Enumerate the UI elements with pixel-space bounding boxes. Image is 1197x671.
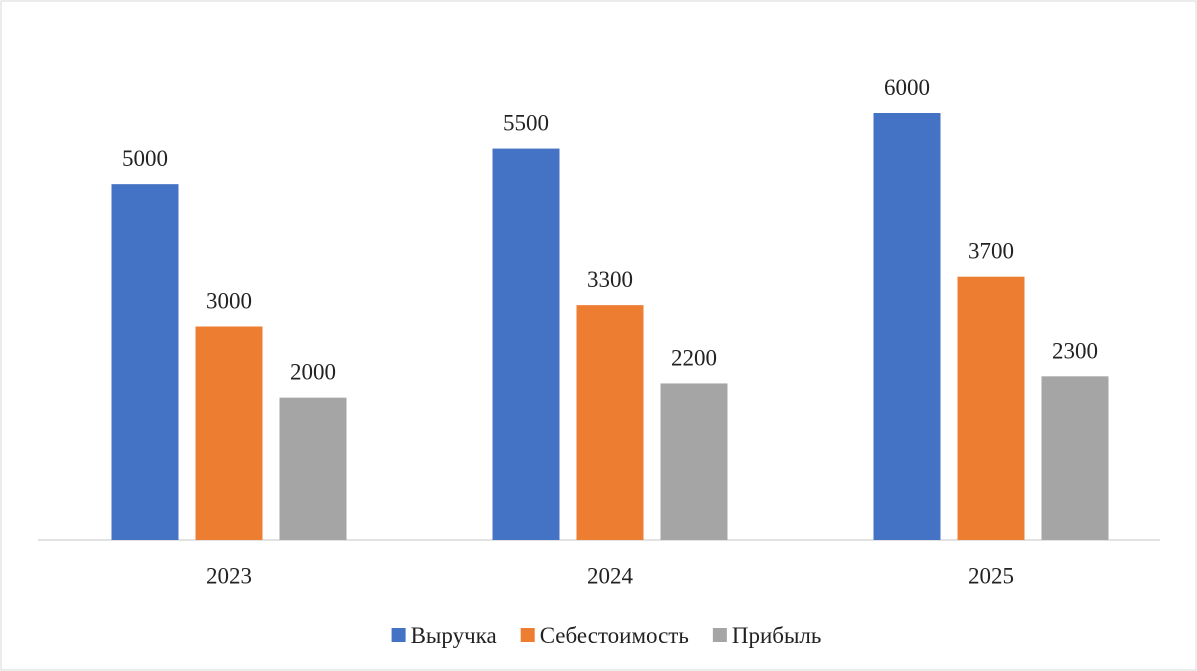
bar: [576, 305, 644, 540]
legend-label: Себестоимость: [540, 623, 689, 648]
bar: [1041, 376, 1109, 540]
x-tick-label: 2023: [206, 563, 252, 588]
bar: [279, 397, 347, 540]
data-label: 6000: [884, 75, 930, 100]
data-label: 2300: [1052, 338, 1098, 363]
data-label: 5500: [503, 111, 549, 136]
x-tick-label: 2024: [587, 563, 634, 588]
data-label: 2200: [671, 345, 717, 370]
data-label: 2000: [290, 360, 336, 385]
bar: [660, 383, 728, 540]
legend-swatch: [712, 628, 727, 642]
data-label: 3000: [206, 289, 252, 314]
legend-swatch: [391, 628, 406, 642]
data-label: 3300: [587, 267, 633, 292]
legend-swatch: [520, 628, 535, 642]
x-tick-label: 2025: [968, 563, 1014, 588]
bar: [873, 113, 941, 540]
bar: [957, 276, 1025, 540]
legend-label: Выручка: [411, 623, 497, 648]
bar: [111, 184, 179, 540]
data-label: 3700: [968, 239, 1014, 264]
bar: [492, 148, 560, 541]
bar: [195, 326, 263, 540]
legend-label: Прибыль: [732, 623, 822, 648]
data-label: 5000: [122, 146, 168, 171]
